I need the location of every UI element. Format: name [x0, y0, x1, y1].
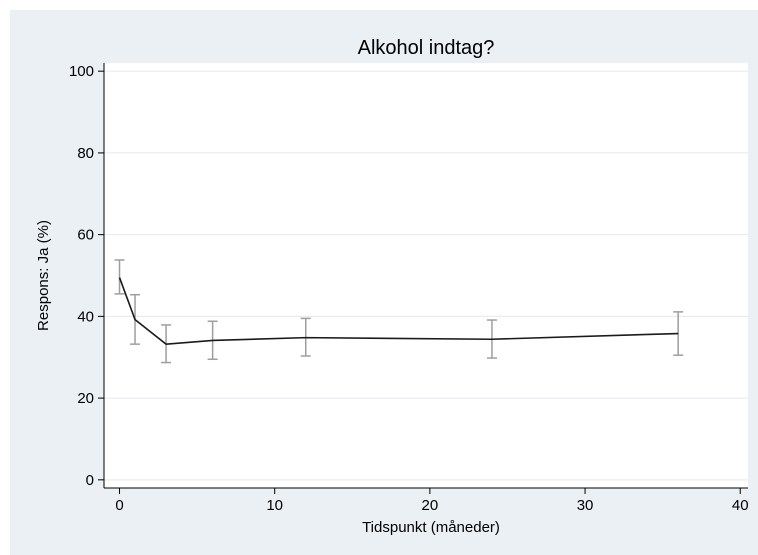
y-tick-label: 80 — [77, 145, 94, 162]
error-bar — [114, 259, 125, 295]
x-tick-label: 40 — [732, 497, 749, 514]
x-tick-label: 0 — [115, 497, 123, 514]
chart-title: Alkohol indtag? — [358, 37, 495, 59]
series-line — [118, 277, 679, 345]
axes: 0 20 40 60 80 100 0 10 20 30 40 — [69, 63, 749, 514]
y-tick-label: 0 — [86, 472, 94, 489]
y-tick-label: 100 — [69, 63, 94, 80]
y-axis-title: Respons: Ja (%) — [35, 220, 52, 331]
series-line-layer — [118, 277, 679, 345]
x-tick-label: 10 — [266, 497, 283, 514]
x-axis-title: Tidspunkt (måneder) — [362, 519, 500, 536]
y-tick-label: 20 — [77, 390, 94, 407]
plot-area — [104, 63, 748, 488]
grid-lines — [104, 70, 748, 481]
y-tick-label: 60 — [77, 227, 94, 244]
y-tick-label: 40 — [77, 308, 94, 325]
x-tick-label: 30 — [577, 497, 594, 514]
x-tick-label: 20 — [422, 497, 439, 514]
